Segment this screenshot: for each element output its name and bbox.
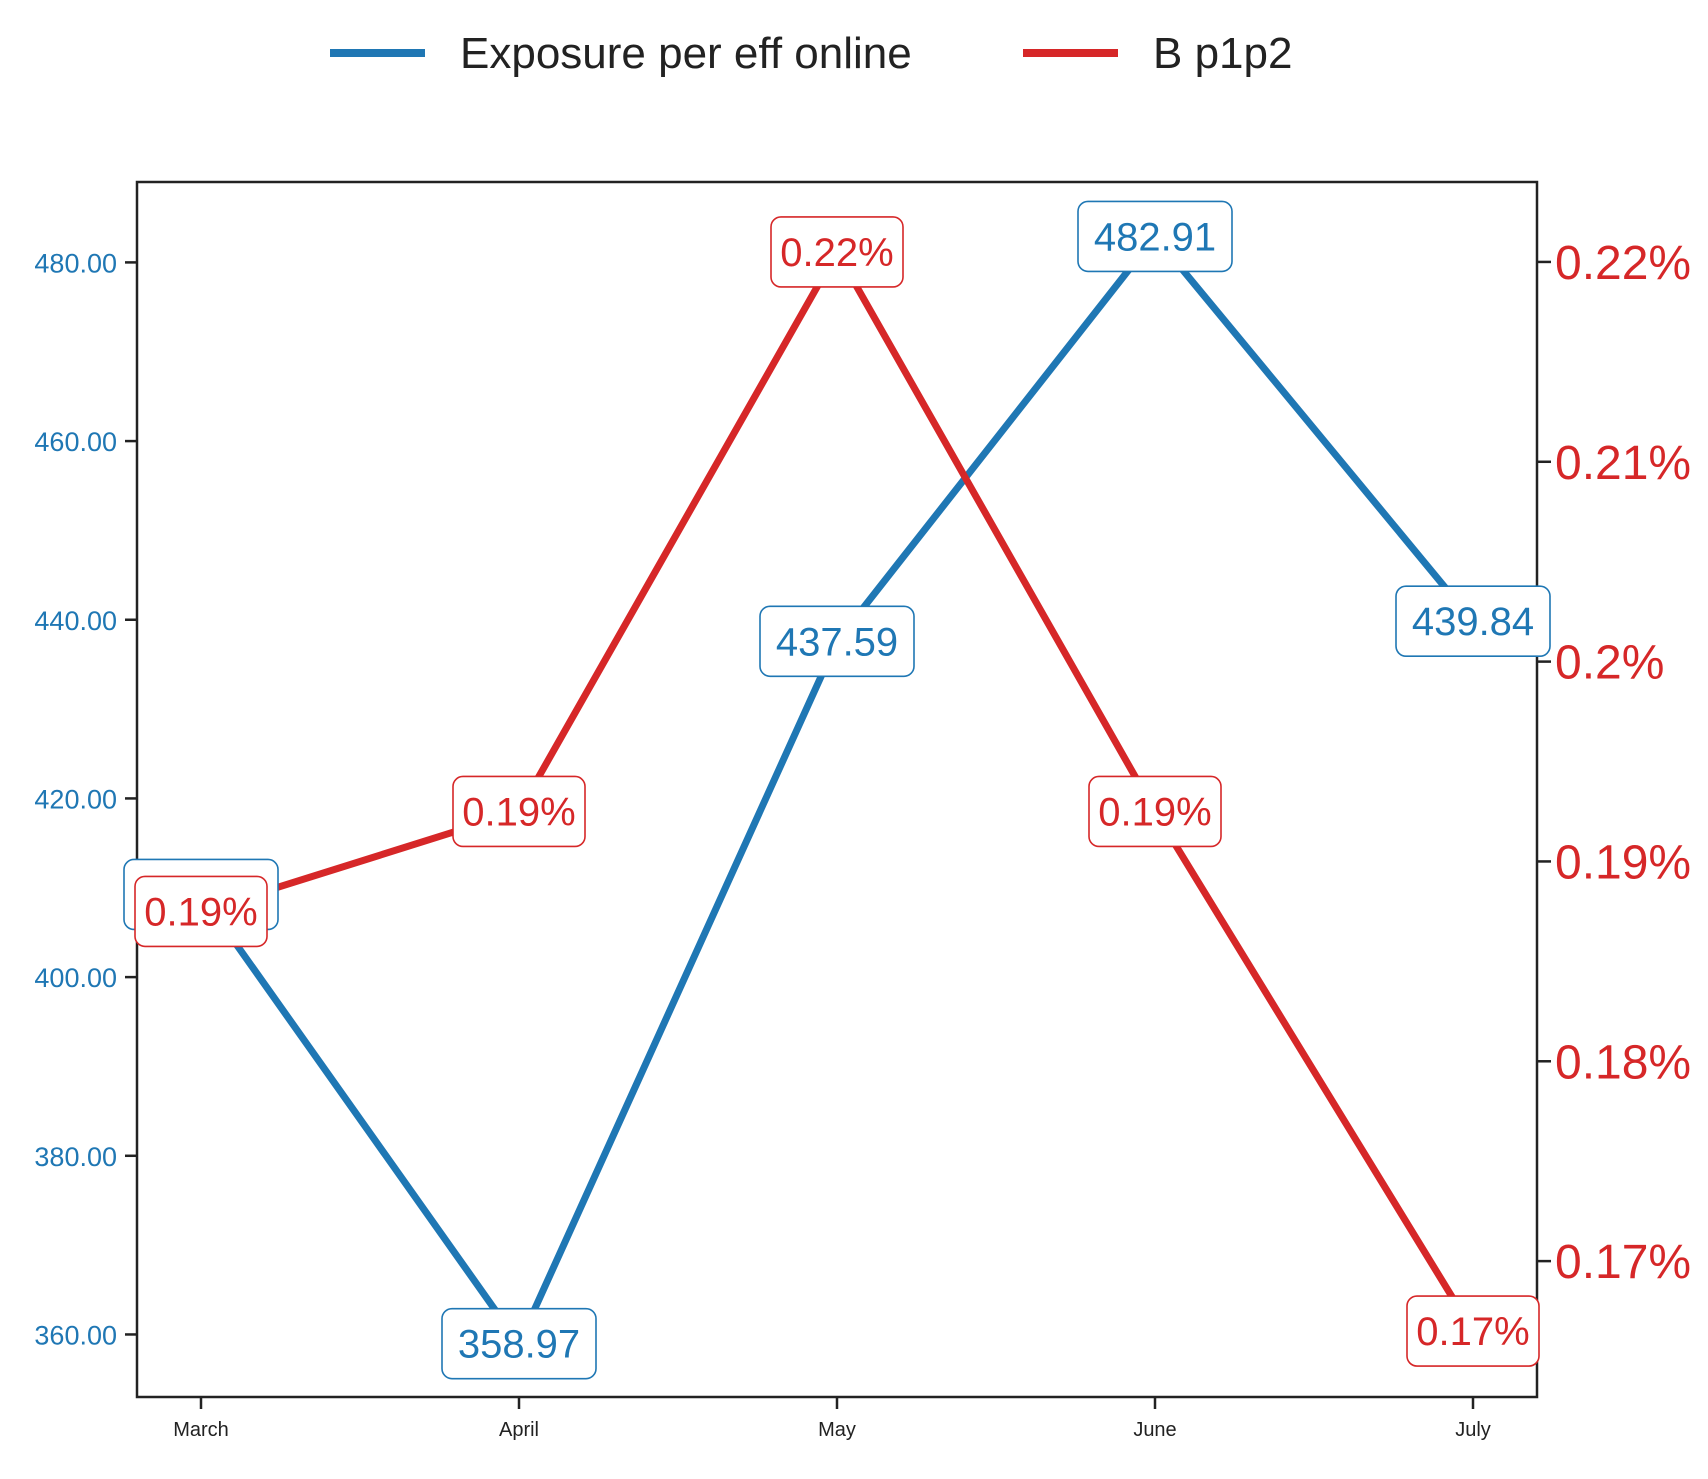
data-label-box — [770, 216, 904, 288]
data-label-text: 0.17% — [1416, 1310, 1529, 1354]
series-line-0 — [198, 230, 1476, 1351]
legend: Exposure per eff online B p1p2 — [330, 29, 1292, 78]
data-label-1-1: 0.19% — [452, 775, 586, 848]
data-label-0-1: 358.97 — [441, 1307, 597, 1380]
y-left-tick-label: 400.00 — [34, 963, 117, 993]
data-label-1-4: 0.17% — [1406, 1295, 1540, 1367]
y-left-tick-label: 460.00 — [34, 427, 117, 457]
y-right-tick-label: 0.2% — [1555, 637, 1664, 690]
data-label-box — [1406, 1295, 1540, 1367]
x-tick-label: May — [818, 1419, 856, 1441]
legend-label-0: Exposure per eff online — [460, 29, 912, 78]
y-left-tick-label: 480.00 — [34, 248, 117, 278]
axes: 360.00 380.00 400.00 420.00 440.00 460.00 480.… — [34, 180, 1691, 1441]
data-label-text: 358.97 — [458, 1323, 580, 1367]
data-label-1-2: 0.22% — [770, 216, 904, 288]
data-label-box — [1088, 775, 1222, 848]
x-tick-label: April — [499, 1419, 539, 1441]
data-label-box — [1077, 200, 1233, 273]
plot-frame — [135, 180, 1539, 1399]
data-label-box — [452, 775, 586, 848]
x-tick-label: March — [173, 1419, 229, 1441]
data-label-text: 482.91 — [1094, 215, 1216, 259]
data-label-box — [134, 875, 268, 948]
x-tick-label: June — [1133, 1419, 1176, 1441]
data-label-0-2: 437.59 — [759, 605, 915, 678]
data-label-text: 0.19% — [462, 790, 575, 834]
data-labels: 409.25358.97437.59482.91439.840.19%0.19%… — [123, 200, 1551, 1380]
data-label-0-4: 439.84 — [1395, 585, 1551, 657]
y-right-tick-label: 0.19% — [1555, 836, 1691, 889]
y-left-tick-label: 420.00 — [34, 784, 117, 814]
data-label-text: 439.84 — [1412, 600, 1534, 644]
data-label-text: 0.22% — [780, 231, 893, 275]
data-label-box — [1395, 585, 1551, 657]
y-right-tick-label: 0.18% — [1555, 1036, 1691, 1089]
data-label-text: 0.19% — [1098, 790, 1211, 834]
data-label-1-3: 0.19% — [1088, 775, 1222, 848]
legend-label-1: B p1p2 — [1153, 29, 1292, 78]
data-label-box — [759, 605, 915, 678]
data-label-1-0: 0.19% — [134, 875, 268, 948]
y-left-tick-label: 380.00 — [34, 1142, 117, 1172]
data-label-text: 0.19% — [144, 890, 257, 934]
data-label-0-3: 482.91 — [1077, 200, 1233, 273]
y-right-tick-label: 0.22% — [1555, 237, 1691, 290]
y-left-tick-label: 440.00 — [34, 606, 117, 636]
x-tick-label: July — [1455, 1419, 1491, 1441]
y-right-tick-label: 0.17% — [1555, 1236, 1691, 1289]
data-label-text: 437.59 — [776, 620, 898, 664]
y-right-tick-label: 0.21% — [1555, 437, 1691, 490]
data-label-box — [441, 1307, 597, 1380]
series-lines — [198, 230, 1476, 1351]
y-left-tick-label: 360.00 — [34, 1320, 117, 1350]
